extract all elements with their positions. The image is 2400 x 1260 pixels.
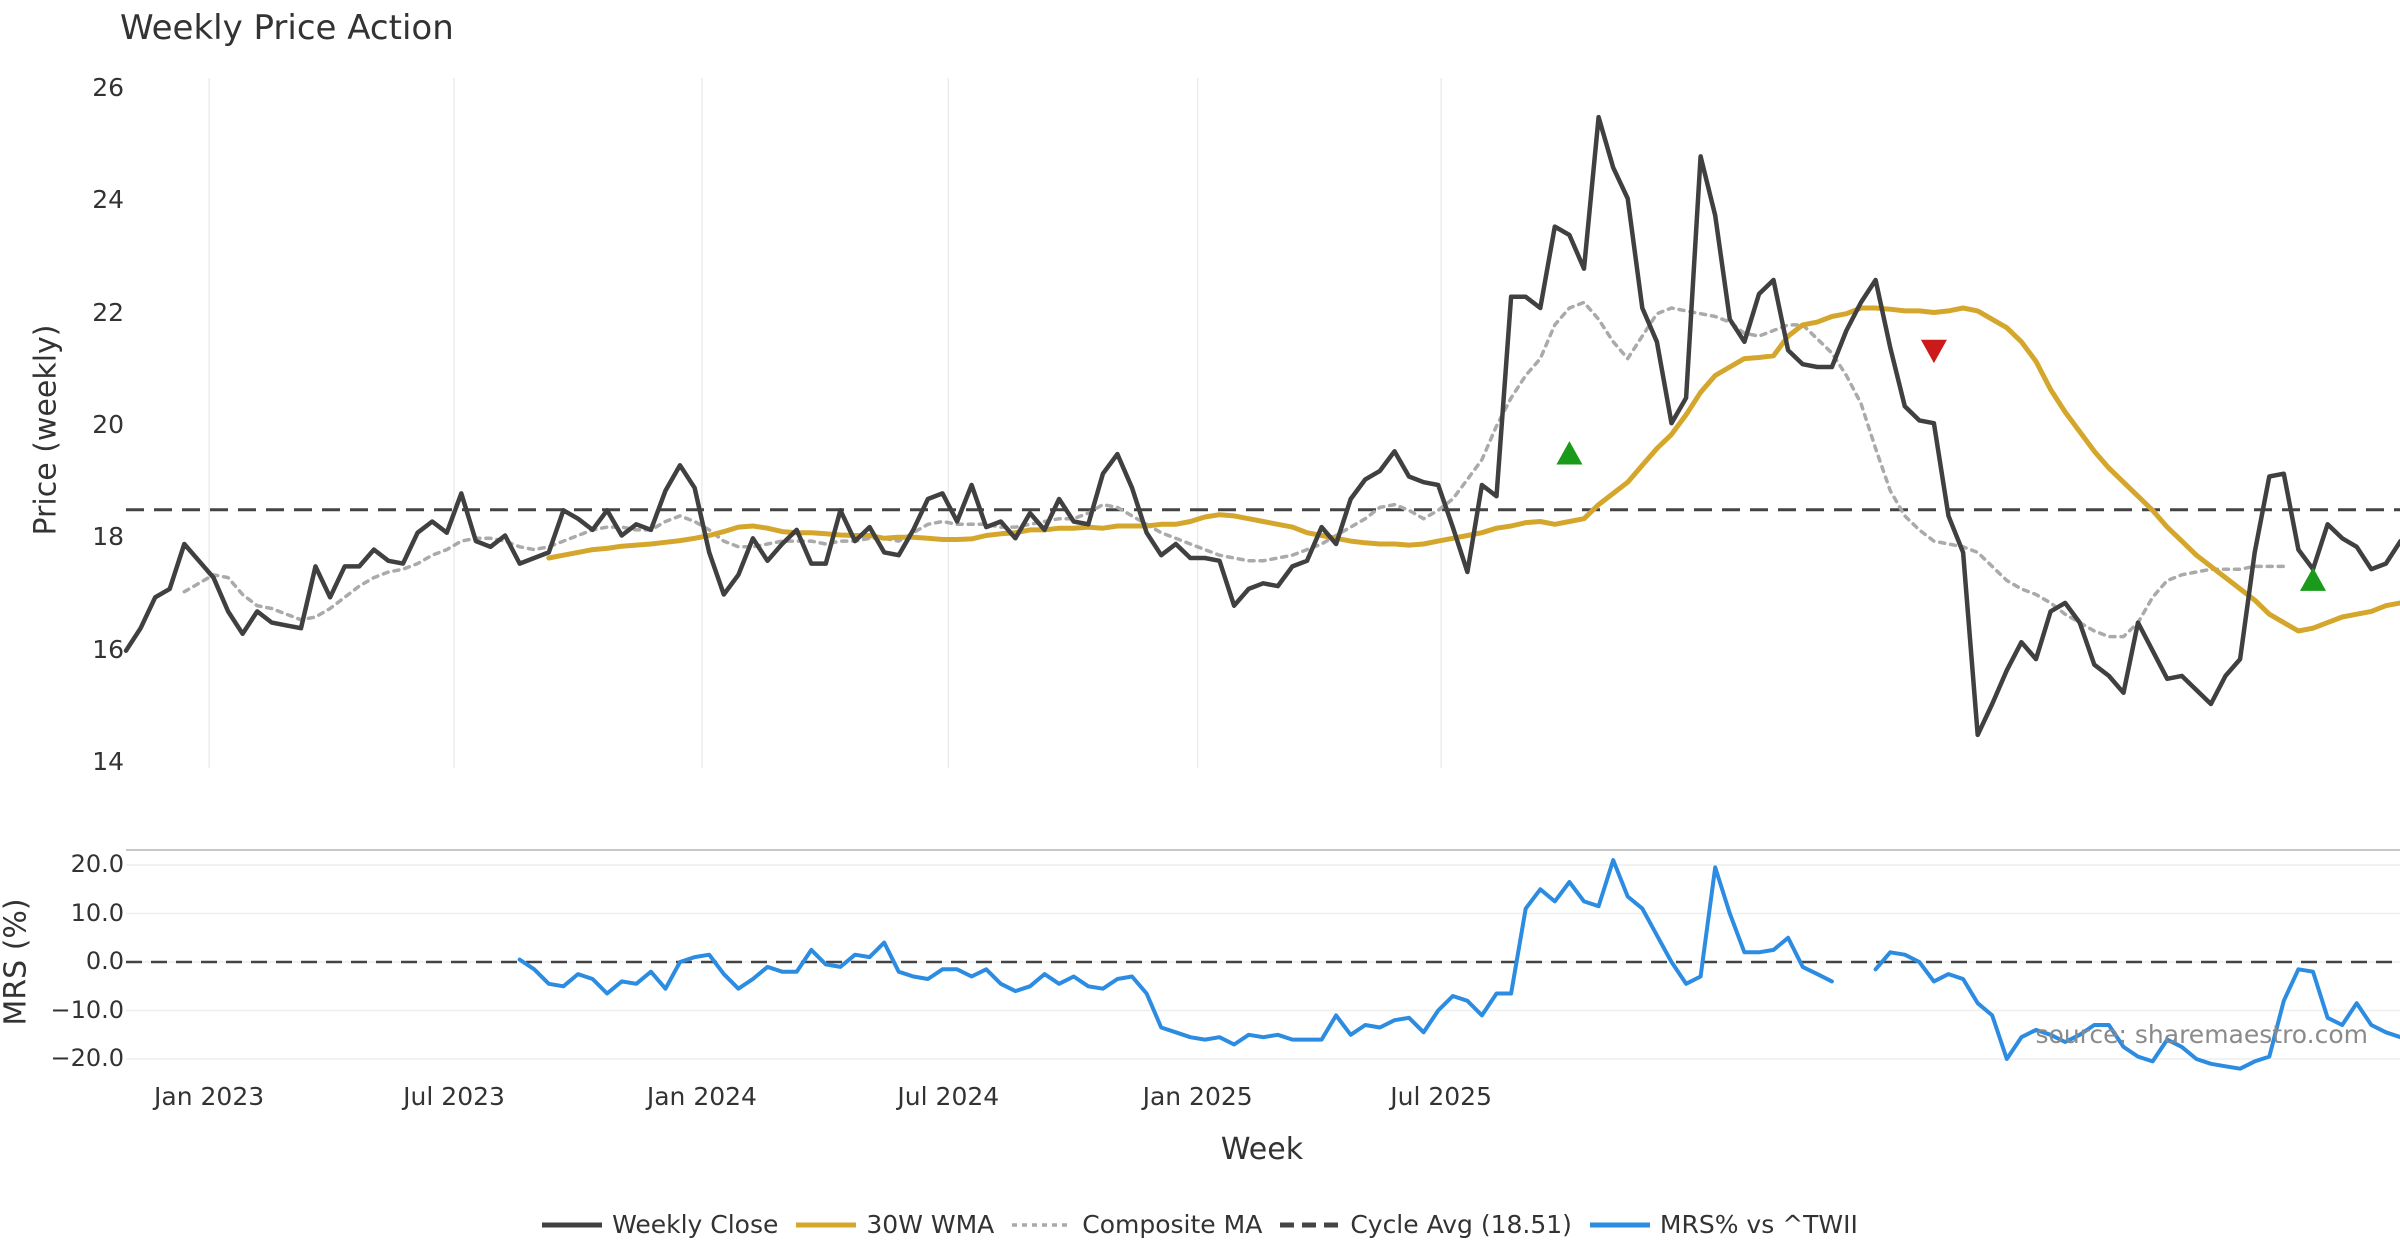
price-y-tick: 26	[92, 73, 124, 102]
composite-ma-line	[182, 300, 2286, 639]
legend-label: Composite MA	[1082, 1210, 1263, 1239]
price-y-tick: 18	[92, 522, 124, 552]
source-watermark: source: sharemaestro.com	[2035, 1020, 2369, 1049]
legend-swatch	[1012, 1222, 1073, 1227]
legend-item: Weekly Close	[542, 1210, 778, 1239]
mrs-y-tick: 0.0	[85, 947, 124, 975]
buy-signal-marker	[1556, 441, 1583, 465]
mrs-line	[1873, 950, 2400, 1071]
legend-swatch	[542, 1222, 603, 1227]
mrs-y-tick: 10.0	[70, 898, 124, 927]
price-y-tick: 24	[92, 185, 124, 215]
price-y-tick: 16	[92, 634, 124, 664]
mrs-y-tick: −20.0	[50, 1044, 124, 1072]
x-tick: Jan 2023	[154, 1082, 265, 1111]
signal-markers	[1556, 339, 2326, 591]
legend-item: MRS% vs ^TWII	[1589, 1210, 1858, 1239]
legend-label: Weekly Close	[612, 1210, 779, 1239]
legend-item: Cycle Avg (18.51)	[1280, 1210, 1572, 1239]
legend-swatch	[1589, 1222, 1650, 1227]
mrs-y-tick: 20.0	[70, 850, 124, 878]
mrs-y-tick: −10.0	[50, 995, 124, 1024]
legend-label: 30W WMA	[866, 1210, 995, 1239]
legend-label: MRS% vs ^TWII	[1659, 1210, 1858, 1239]
x-tick: Jul 2025	[1390, 1082, 1492, 1111]
legend-item: Composite MA	[1012, 1210, 1262, 1239]
sell-signal-marker	[1920, 339, 1947, 364]
legend-item: 30W WMA	[796, 1210, 994, 1239]
price-y-tick: 20	[92, 410, 124, 439]
x-tick: Jul 2024	[897, 1082, 1000, 1111]
reference-lines	[126, 508, 2400, 964]
buy-signal-marker	[2300, 567, 2326, 591]
legend-label: Cycle Avg (18.51)	[1350, 1210, 1572, 1239]
grid-layer	[126, 78, 2400, 1060]
x-tick: Jul 2023	[403, 1082, 505, 1111]
mrs-y-axis-label: MRS (%)	[0, 898, 34, 1026]
legend: Weekly Close 30W WMA Composite MA Cycle Avg…	[0, 1210, 2400, 1239]
price-y-axis-label: Price (weekly)	[28, 324, 64, 536]
series-layer	[123, 114, 2400, 1071]
price-y-tick: 14	[92, 747, 124, 776]
wma-30w-line	[546, 305, 2400, 634]
price-y-tick: 22	[92, 297, 124, 327]
chart-title: Weekly Price Action	[120, 8, 454, 48]
x-axis-label: Week	[1220, 1132, 1304, 1167]
mrs-line	[517, 858, 1834, 1047]
legend-swatch	[1280, 1222, 1341, 1227]
weekly-close-line	[123, 114, 2400, 738]
legend-swatch	[796, 1222, 857, 1227]
x-tick: Jan 2024	[646, 1082, 757, 1111]
x-tick: Jan 2025	[1142, 1082, 1253, 1111]
